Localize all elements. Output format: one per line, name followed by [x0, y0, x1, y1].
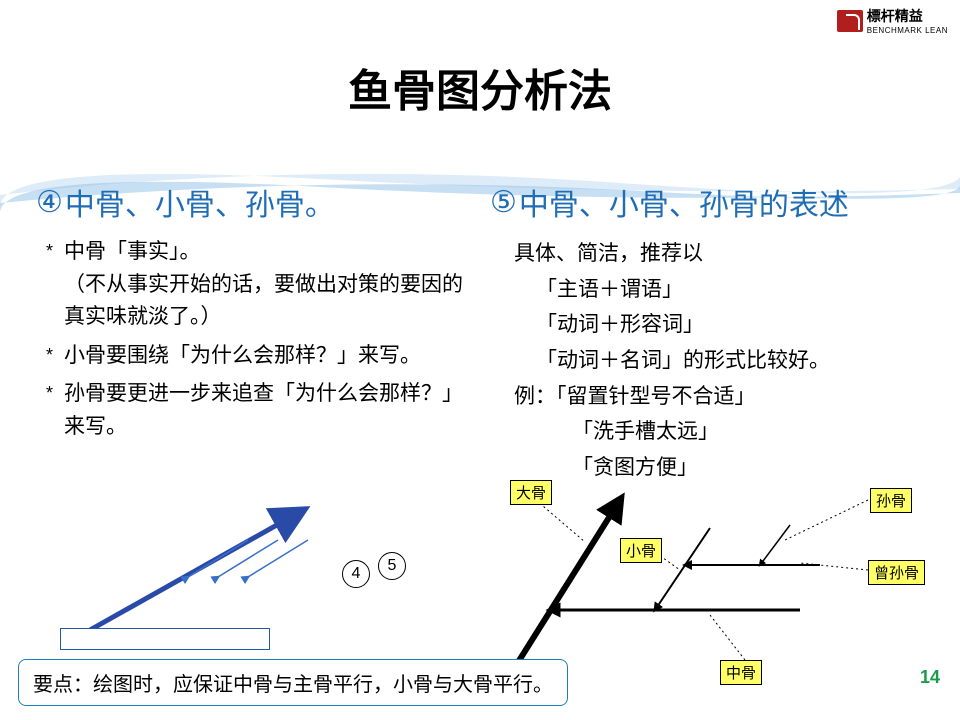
bullet-1: 中骨「事实」。 （不从事实开始的话，要做出对策的要因的真实味就淡了。）	[46, 236, 476, 334]
logo-mark	[837, 10, 863, 32]
s5-l4: 「动词＋名词」的形式比较好。	[514, 343, 930, 379]
base-box	[60, 628, 270, 650]
section-4: ④ 中骨、小骨、孙骨。 中骨「事实」。 （不从事实开始的话，要做出对策的要因的真…	[36, 180, 476, 449]
section-4-heading: ④ 中骨、小骨、孙骨。	[36, 180, 476, 224]
diagram-left: 4 5	[60, 500, 380, 650]
section-4-number: ④	[36, 185, 63, 220]
label-mid-bone: 中骨	[720, 660, 762, 685]
page-number: 14	[920, 667, 940, 688]
label-grand-bone: 孙骨	[870, 488, 912, 513]
index-circle-5: 5	[378, 552, 406, 580]
section-4-bullets: 中骨「事实」。 （不从事实开始的话，要做出对策的要因的真实味就淡了。） 小骨要围…	[36, 236, 476, 443]
main-arrow	[90, 512, 300, 630]
s5-l2: 「主语＋谓语」	[514, 272, 930, 308]
section-5-body: 具体、简洁，推荐以 「主语＋谓语」 「动词＋形容词」 「动词＋名词」的形式比较好…	[490, 236, 930, 486]
label-big-bone: 大骨	[510, 480, 552, 505]
section-5-heading: ⑤ 中骨、小骨、孙骨的表述	[490, 180, 930, 224]
label-great-grand-bone: 曾孙骨	[868, 560, 925, 585]
small-bone	[655, 528, 710, 610]
label-small-bone: 小骨	[620, 538, 662, 563]
s5-l1: 具体、简洁，推荐以	[514, 236, 930, 272]
s5-l3: 「动词＋形容词」	[514, 307, 930, 343]
brand-logo: 標杆精益 BENCHMARK LEAN	[837, 6, 948, 35]
index-circle-4: 4	[342, 560, 370, 588]
sub-arrow-3	[248, 540, 308, 577]
logo-text-cn: 標杆精益	[867, 6, 948, 26]
sub-arrow-2	[218, 540, 278, 577]
section-5: ⑤ 中骨、小骨、孙骨的表述 具体、简洁，推荐以 「主语＋谓语」 「动词＋形容词」…	[490, 180, 930, 486]
bullet-2: 小骨要围绕「为什么会那样？」来写。	[46, 340, 476, 373]
big-bone	[510, 500, 620, 675]
leader-lines	[536, 500, 868, 660]
s5-l5: 例：「留置针型号不合适」	[514, 379, 930, 415]
page-title: 鱼骨图分析法	[0, 55, 960, 119]
section-5-heading-text: 中骨、小骨、孙骨的表述	[519, 180, 849, 224]
logo-text-en: BENCHMARK LEAN	[867, 26, 948, 35]
key-point-note: 要点：绘图时，应保证中骨与主骨平行，小骨与大骨平行。	[18, 659, 568, 706]
section-4-heading-text: 中骨、小骨、孙骨。	[65, 180, 335, 224]
great-grand-bone	[760, 525, 790, 565]
sub-arrow-1	[188, 540, 248, 577]
section-5-number: ⑤	[490, 185, 517, 220]
s5-l6: 「洗手槽太远」	[514, 414, 930, 450]
bullet-1-sub: （不从事实开始的话，要做出对策的要因的真实味就淡了。）	[64, 269, 476, 334]
bullet-3: 孙骨要更进一步来追查「为什么会那样？」来写。	[46, 378, 476, 443]
bullet-1-text: 中骨「事实」。	[64, 240, 201, 263]
